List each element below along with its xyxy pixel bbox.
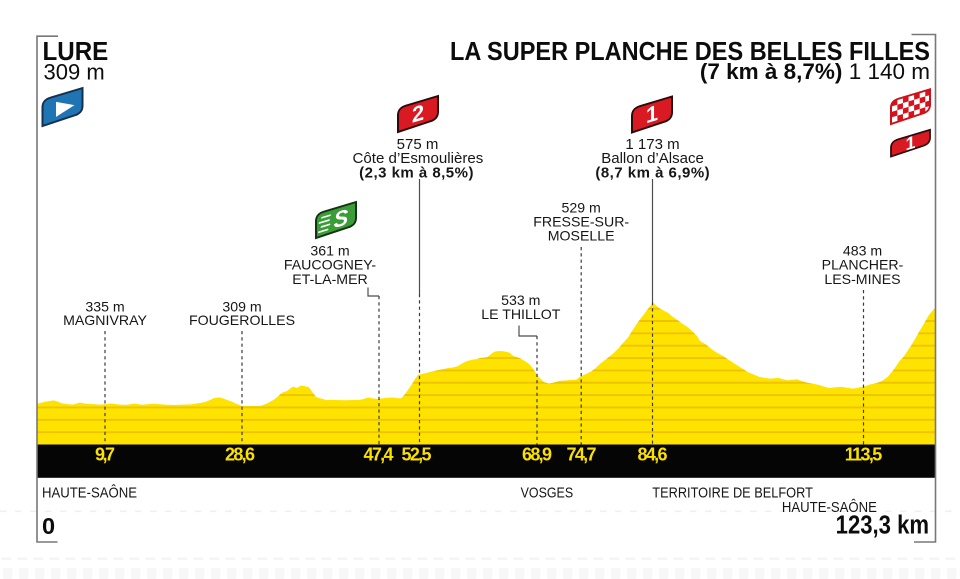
svg-text:S: S — [334, 204, 349, 233]
svg-text:LA SUPER PLANCHE DES BELLES FI: LA SUPER PLANCHE DES BELLES FILLES — [450, 38, 930, 66]
svg-text:84,6: 84,6 — [638, 444, 668, 464]
svg-text:113,5: 113,5 — [845, 444, 883, 464]
svg-text:(2,3 km à 8,5%): (2,3 km à 8,5%) — [359, 165, 473, 182]
svg-text:LURE: LURE — [43, 37, 109, 66]
svg-text:9,7: 9,7 — [95, 444, 115, 464]
svg-text:28,6: 28,6 — [225, 444, 255, 464]
svg-text:309 m: 309 m — [44, 60, 105, 85]
svg-text:MOSELLE: MOSELLE — [548, 228, 615, 244]
svg-text:335 m: 335 m — [85, 299, 124, 315]
svg-text:FRESSE-SUR-: FRESSE-SUR- — [533, 213, 629, 229]
svg-text:47,4: 47,4 — [364, 444, 394, 464]
svg-text:0: 0 — [42, 513, 55, 539]
svg-text:2: 2 — [412, 100, 424, 128]
svg-text:529 m: 529 m — [562, 200, 601, 216]
svg-text:1: 1 — [905, 131, 915, 155]
svg-text:74,7: 74,7 — [567, 444, 597, 464]
svg-text:309 m: 309 m — [222, 299, 261, 315]
svg-text:(7 km à 8,7%) 1 140 m: (7 km à 8,7%) 1 140 m — [700, 59, 930, 84]
svg-text:FAUCOGNEY-: FAUCOGNEY- — [284, 257, 376, 273]
svg-text:575 m: 575 m — [397, 136, 439, 153]
svg-text:HAUTE-SAÔNE: HAUTE-SAÔNE — [42, 485, 137, 502]
svg-text:TERRITOIRE DE BELFORT: TERRITOIRE DE BELFORT — [652, 484, 813, 501]
svg-text:52,5: 52,5 — [402, 444, 432, 464]
svg-text:LE THILLOT: LE THILLOT — [481, 306, 560, 322]
svg-text:LES-MINES: LES-MINES — [824, 271, 900, 287]
svg-text:VOSGES: VOSGES — [521, 484, 574, 501]
svg-text:PLANCHER-: PLANCHER- — [822, 257, 904, 273]
svg-text:HAUTE-SAÔNE: HAUTE-SAÔNE — [782, 499, 877, 516]
svg-text:533 m: 533 m — [501, 292, 540, 308]
svg-text:ET-LA-MER: ET-LA-MER — [292, 271, 367, 287]
svg-text:FOUGEROLLES: FOUGEROLLES — [189, 312, 295, 328]
svg-text:483 m: 483 m — [843, 242, 882, 258]
svg-text:Ballon d’Alsace: Ballon d’Alsace — [601, 150, 704, 167]
svg-text:1 173 m: 1 173 m — [625, 136, 679, 153]
svg-text:123,3 km: 123,3 km — [836, 511, 929, 540]
svg-text:MAGNIVRAY: MAGNIVRAY — [63, 312, 147, 328]
svg-text:361 m: 361 m — [310, 243, 349, 259]
svg-text:Côte d’Esmoulières: Côte d’Esmoulières — [353, 150, 484, 167]
svg-text:(8,7 km à 6,9%): (8,7 km à 6,9%) — [595, 165, 709, 182]
svg-text:1: 1 — [646, 100, 658, 128]
svg-text:68,9: 68,9 — [522, 444, 552, 464]
